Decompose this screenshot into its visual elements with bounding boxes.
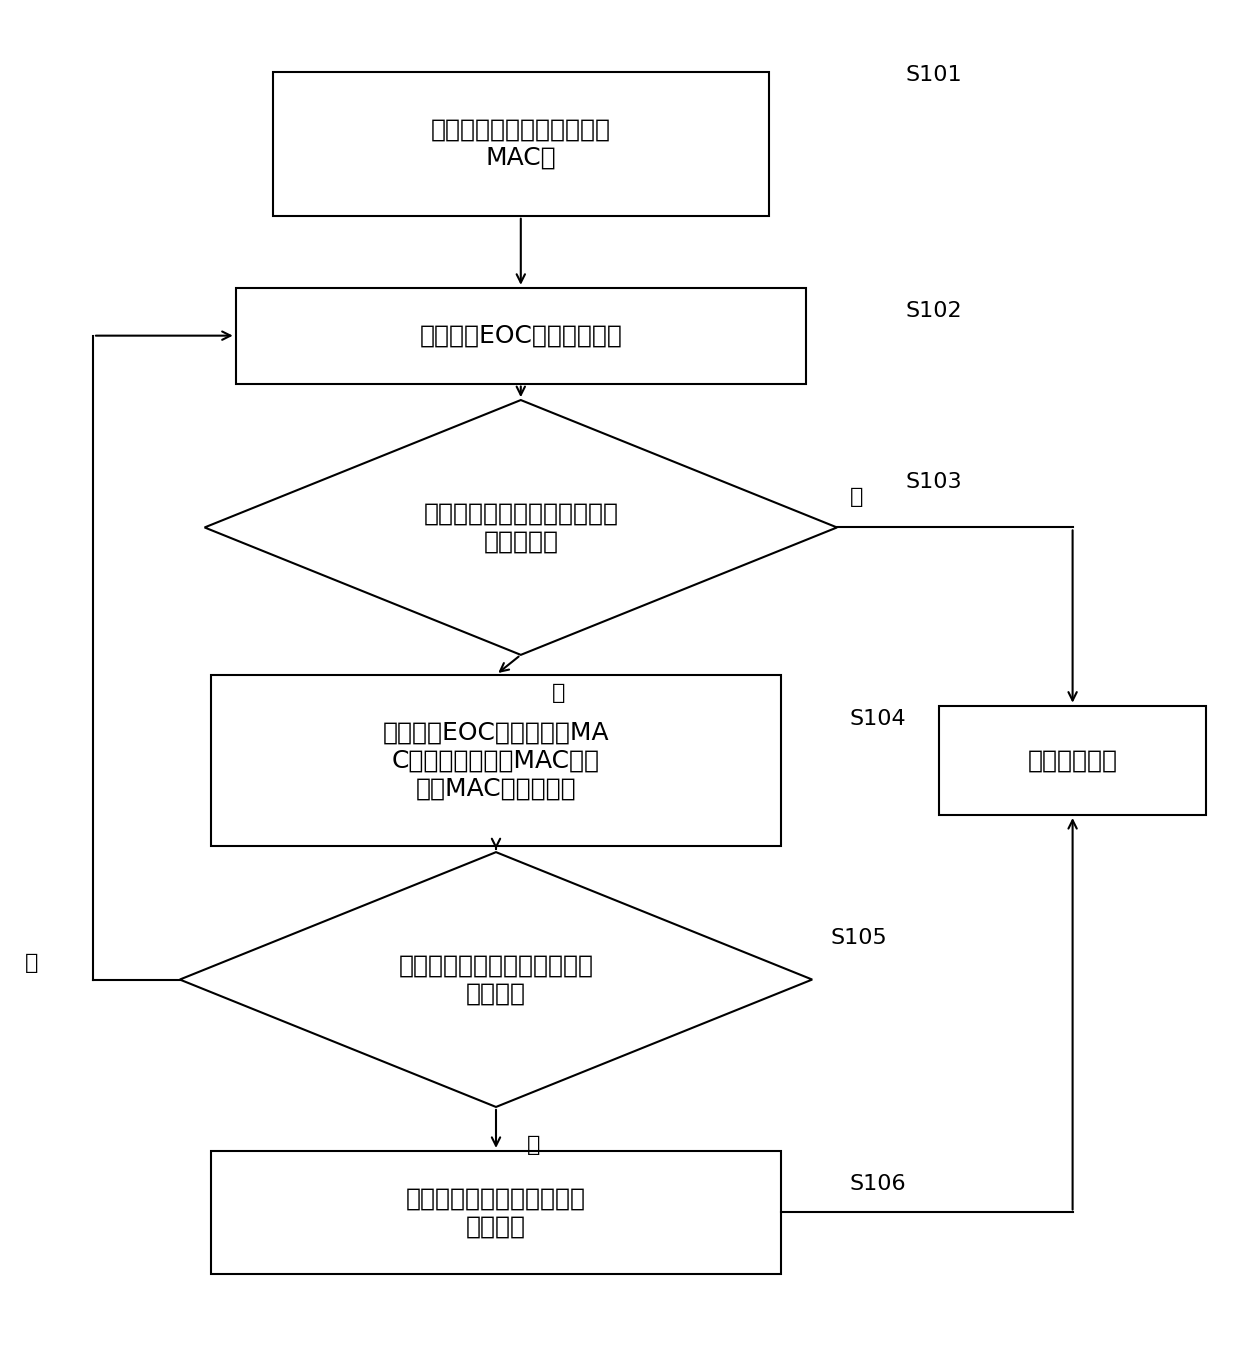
Text: S105: S105 [831,929,888,948]
Text: 预先获取陪测服务器的第一
MAC值: 预先获取陪测服务器的第一 MAC值 [430,118,611,170]
Bar [273,71,769,215]
Polygon shape [180,852,812,1107]
Text: 是: 是 [527,1134,541,1155]
Text: 判断测出的吞吐量是否大于第
一预设阈值: 判断测出的吞吐量是否大于第 一预设阈值 [423,501,619,553]
Text: 获取待测EOC产品的第二MA
C值，并计算第一MAC值与
第二MAC值的衰减值: 获取待测EOC产品的第二MA C值，并计算第一MAC值与 第二MAC值的衰减值 [383,721,609,800]
Bar [211,674,781,847]
Text: S103: S103 [905,473,962,492]
Text: 测量待测EOC产品的吞吐量: 测量待测EOC产品的吞吐量 [419,323,622,348]
Text: 是: 是 [849,486,863,507]
Text: S102: S102 [905,301,962,321]
Polygon shape [205,400,837,655]
Text: 判断所述衰减值是否大于第二
预设阈值: 判断所述衰减值是否大于第二 预设阈值 [398,954,594,1006]
Text: 结束测试过程: 结束测试过程 [1028,748,1117,773]
Bar [211,1151,781,1274]
Text: S106: S106 [849,1174,906,1193]
Bar [940,706,1205,815]
Text: 否: 否 [25,952,38,973]
Bar [236,288,806,384]
Text: S101: S101 [905,66,962,85]
Text: 否: 否 [552,682,565,703]
Text: 提示表征同同轴线缆连接故
障的信息: 提示表征同同轴线缆连接故 障的信息 [405,1186,587,1238]
Text: S104: S104 [849,710,906,729]
